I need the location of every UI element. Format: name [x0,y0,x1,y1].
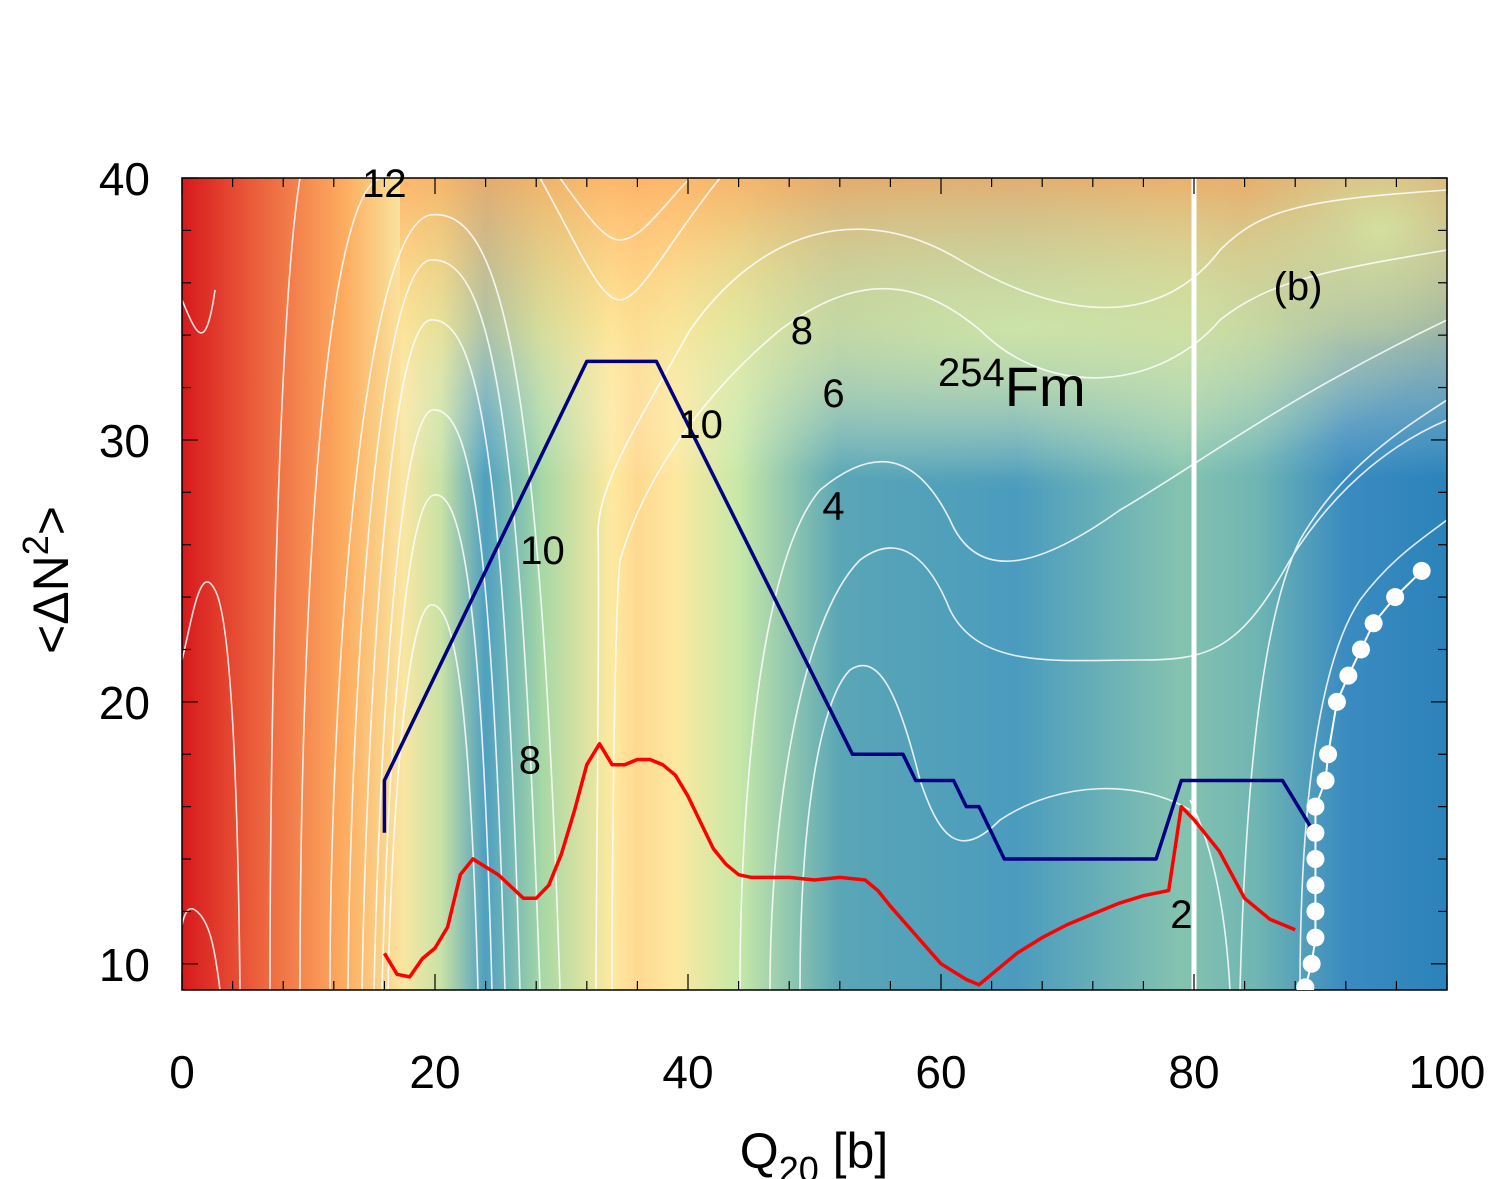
x-axis-title: Q20 [b] [740,1123,888,1179]
x-tick-labels: 0 20 40 60 80 100 [169,1046,1485,1098]
white-dot-point [1351,640,1370,659]
x-tick-label: 20 [409,1046,460,1098]
white-dot-point [1306,850,1325,869]
white-dot-point [1296,978,1315,990]
axis-ticks [181,177,1448,990]
nucleus-symbol: Fm [1005,355,1086,418]
x-tick-label: 60 [915,1046,966,1098]
y-axis-title-main: <ΔN [23,555,79,654]
potential-surface [182,178,1447,990]
nucleus-mass: 254 [938,351,1005,395]
contour-label: 6 [822,372,844,416]
y-axis-title: <ΔN2> [15,506,79,654]
contour-label: 12 [362,162,407,206]
red-curve-line [382,742,1296,987]
contour-label: 10 [678,403,723,447]
x-axis-title-unit: [b] [819,1123,888,1179]
x-tick-label: 80 [1168,1046,1219,1098]
contour-lines [182,178,1447,990]
white-dot-point [1386,588,1405,607]
white-dot-point [1306,876,1325,895]
y-tick-label: 30 [99,415,150,467]
y-axis-title-sup: 2 [15,535,56,555]
contour-label: 2 [1170,893,1192,937]
x-tick-label: 0 [169,1046,195,1098]
y-tick-label: 40 [99,153,150,205]
y-axis-title-end: > [23,506,79,535]
contour-label: 8 [519,738,541,782]
contour-label: 4 [822,484,844,528]
series-layer [382,359,1431,990]
white-dots-curve [1304,570,1423,988]
x-axis-title-sub: 20 [779,1149,819,1179]
x-tick-label: 100 [1409,1046,1486,1098]
x-tick-label: 40 [662,1046,713,1098]
plot-frame [181,177,1448,991]
contour-label: 8 [791,309,813,353]
y-tick-label: 10 [99,939,150,991]
white-dot-point [1319,745,1338,764]
white-dot-point [1306,928,1325,947]
white-dot-point [1316,771,1335,790]
white-dot-point [1302,954,1321,973]
panel-label: (b) [1274,265,1323,309]
white-dot-point [1306,902,1325,921]
y-tick-label: 20 [99,677,150,729]
blue-path-line [382,359,1316,861]
x-axis-title-main: Q [740,1123,779,1179]
white-dot-point [1412,561,1431,580]
white-dot-point [1364,614,1383,633]
contour-label: 10 [520,529,565,573]
white-dot-point [1339,666,1358,685]
white-dot-point [1327,692,1346,711]
nucleus-label: 254Fm [938,351,1086,418]
y-tick-labels: 10 20 30 40 [99,153,150,991]
white-dot-point [1306,823,1325,842]
white-dot-point [1306,797,1325,816]
